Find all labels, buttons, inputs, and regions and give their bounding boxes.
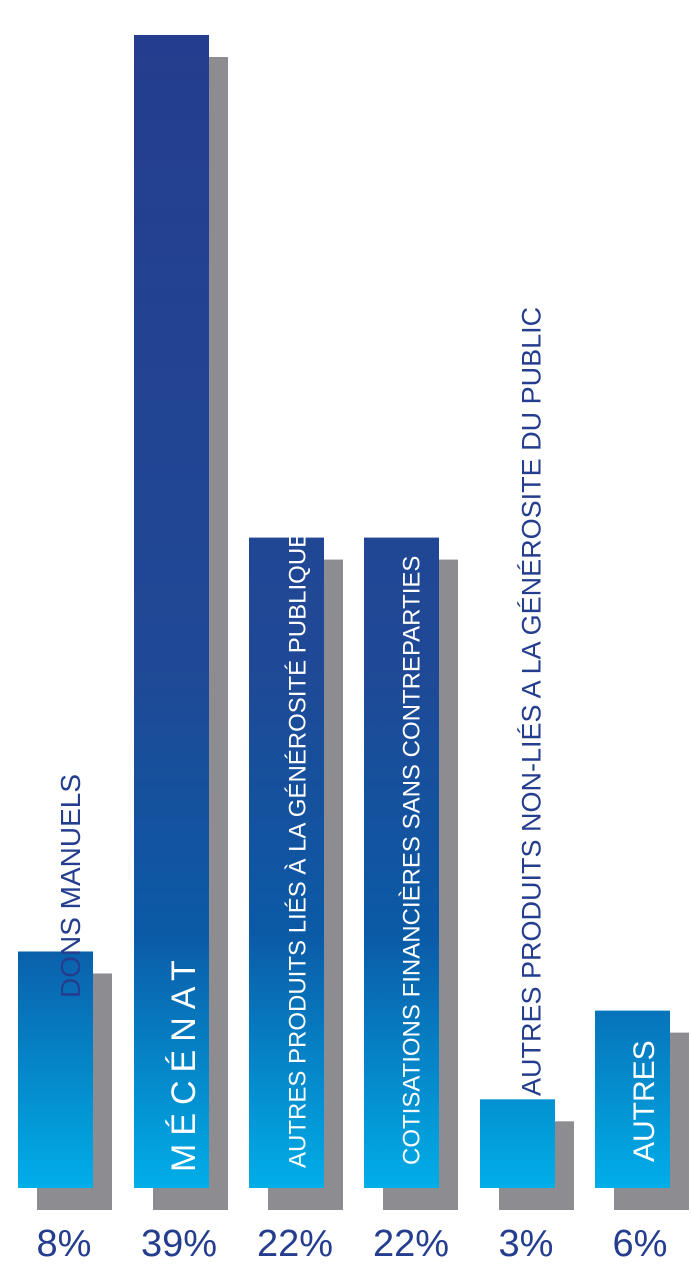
bar-2 bbox=[134, 35, 209, 1188]
bar-5 bbox=[480, 1099, 555, 1188]
category-label-6: AUTRES bbox=[628, 1040, 661, 1162]
category-label-1: DONS MANUELS bbox=[55, 774, 86, 998]
category-label-2: MÉCÉNAT bbox=[165, 952, 203, 1172]
value-labels-layer: 8% 39% 22% 22% 3% 6% bbox=[37, 1223, 668, 1265]
category-label-3: AUTRES PRODUITS LIÉS À LA GÉNÉROSITÉ PUB… bbox=[285, 532, 312, 1168]
value-label-5: 3% bbox=[499, 1223, 554, 1265]
bar-3 bbox=[249, 537, 324, 1188]
value-label-6: 6% bbox=[613, 1223, 668, 1265]
bars-layer bbox=[18, 35, 689, 1210]
value-label-4: 22% bbox=[373, 1223, 449, 1265]
value-label-2: 39% bbox=[141, 1223, 217, 1265]
category-label-5: AUTRES PRODUITS NON-LIÉS A LA GÉNÉROSITE… bbox=[517, 307, 547, 1096]
bar-1 bbox=[18, 951, 93, 1188]
bar-4 bbox=[364, 537, 439, 1188]
value-label-3: 22% bbox=[257, 1223, 333, 1265]
bar-6 bbox=[595, 1010, 670, 1188]
value-label-1: 8% bbox=[37, 1223, 92, 1265]
labels-layer: DONS MANUELS MÉCÉNAT AUTRES PRODUITS LIÉS … bbox=[55, 307, 661, 1172]
category-label-4: COTISATIONS FINANCIÈRES SANS CONTREPARTI… bbox=[399, 556, 426, 1165]
